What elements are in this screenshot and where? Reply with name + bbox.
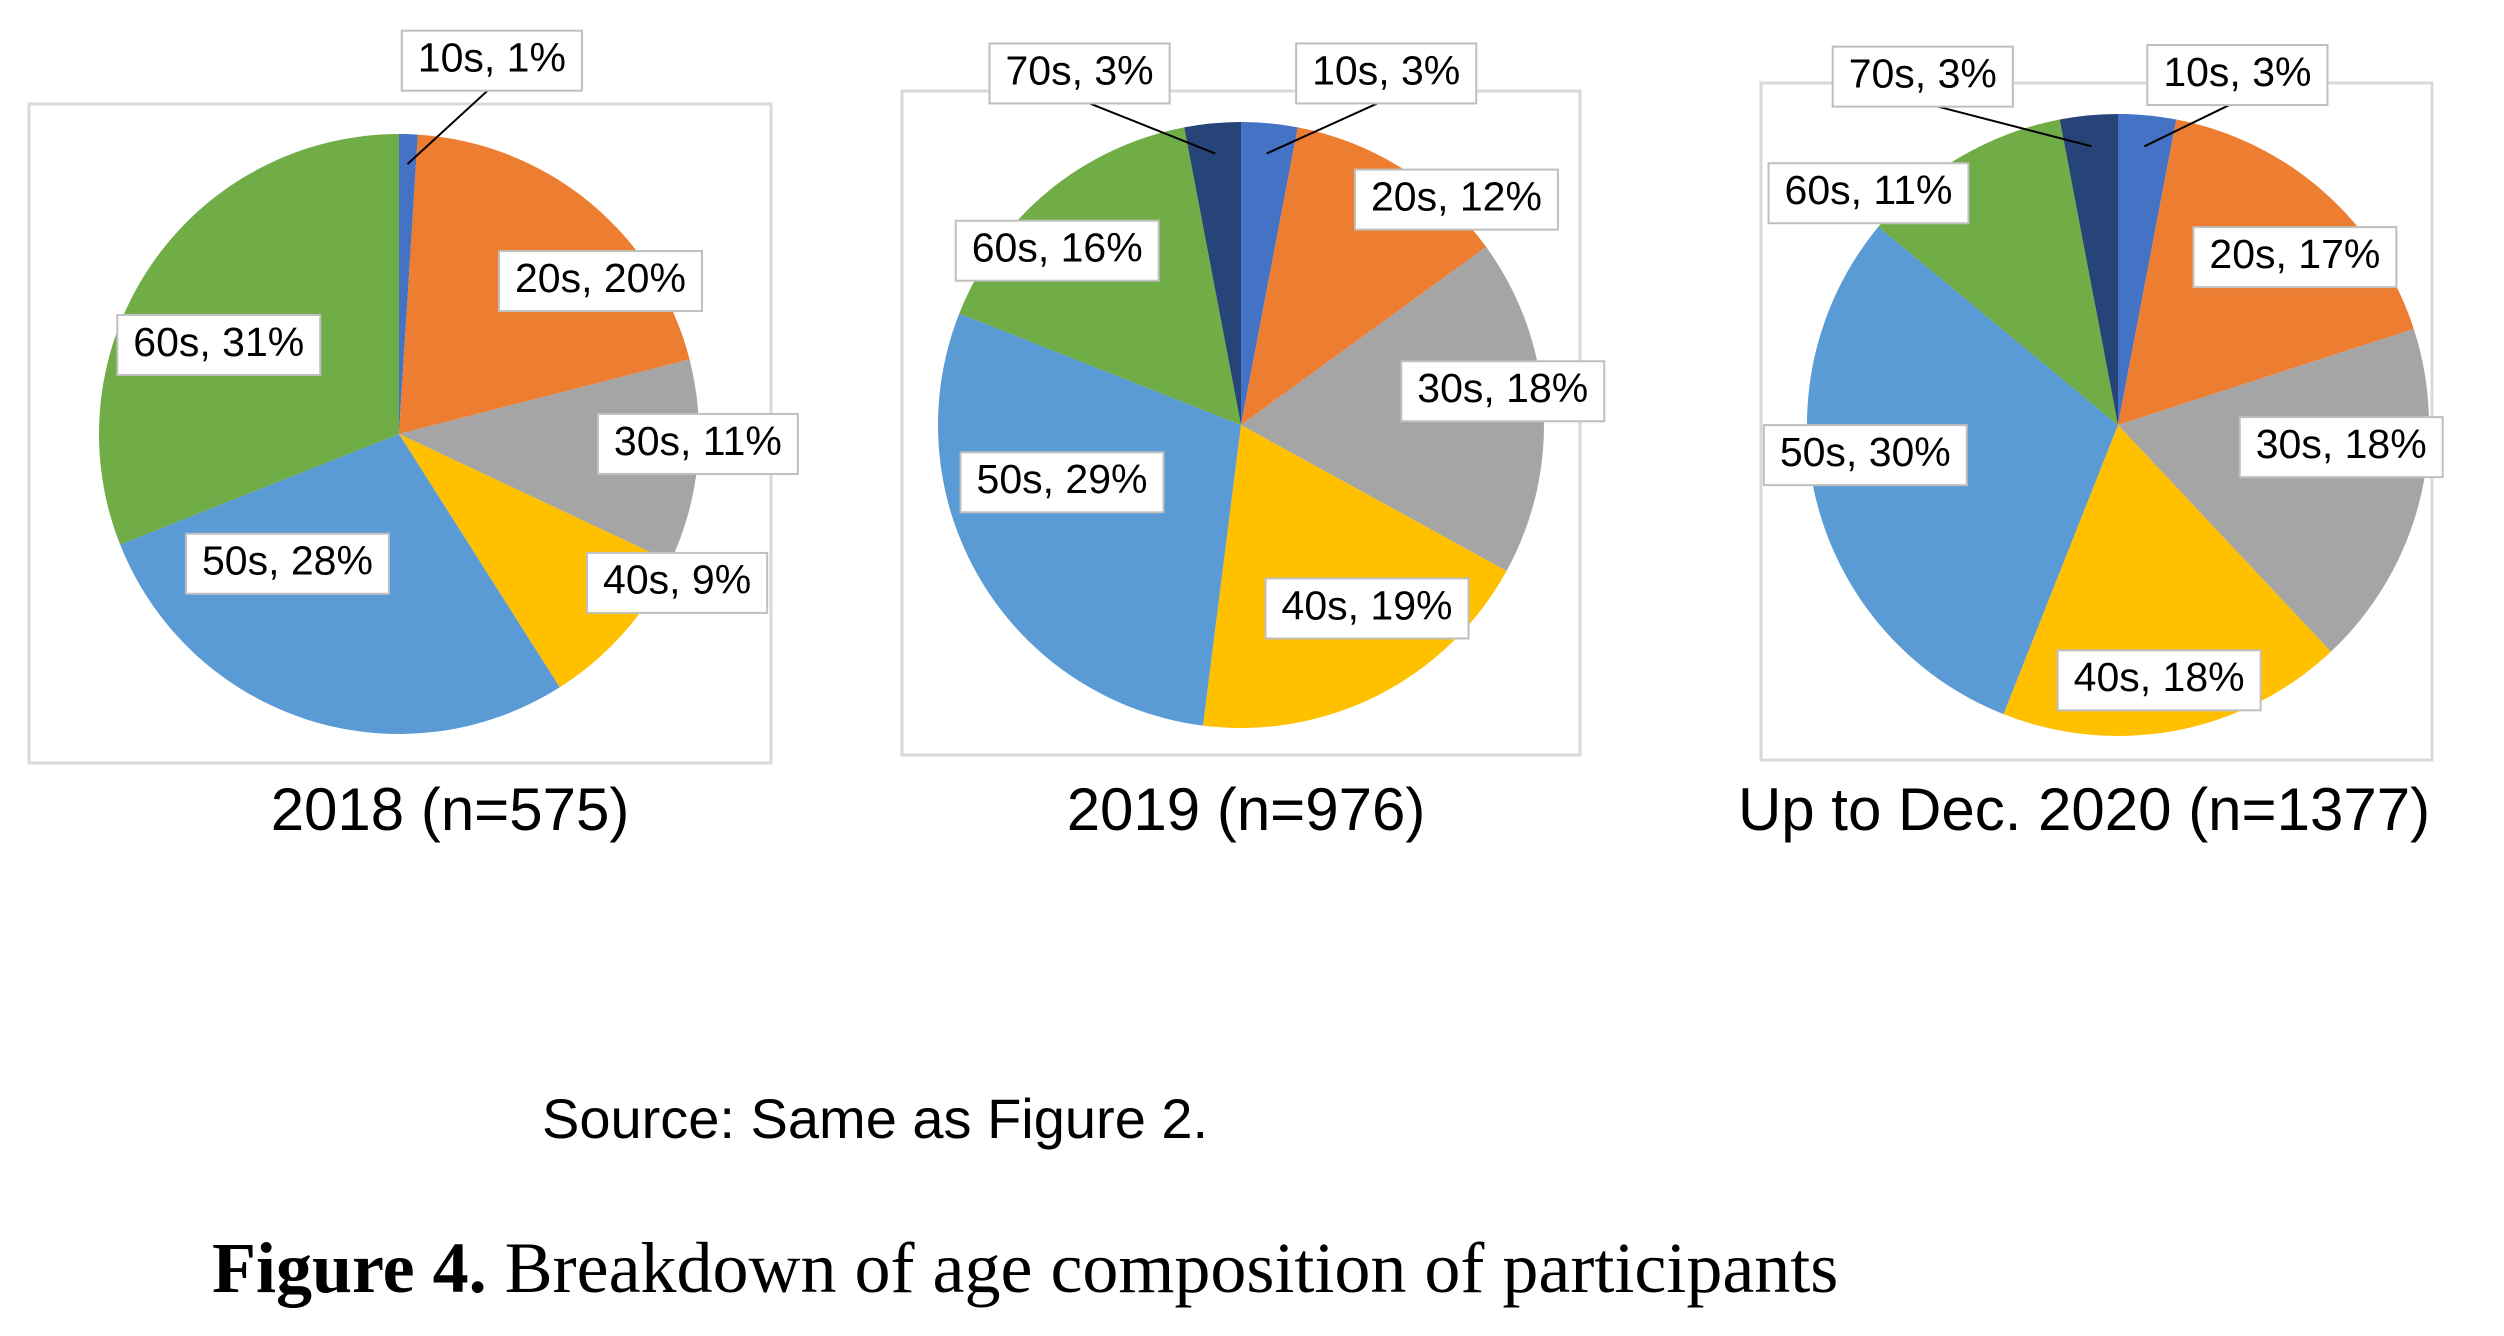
pie-slice (399, 359, 699, 562)
data-label-box (1400, 360, 1606, 423)
data-label: 60s, 16% (972, 225, 1143, 271)
data-label: 10s, 1% (418, 35, 566, 81)
data-label-box (959, 451, 1165, 514)
pie-slice (2118, 328, 2429, 652)
leader-line (1266, 98, 1387, 155)
data-label-box (596, 412, 799, 475)
data-label-box (1831, 45, 2014, 108)
pie-slice (399, 434, 671, 688)
data-label: 50s, 29% (977, 456, 1148, 502)
leader-line (1922, 101, 2092, 148)
data-label: 30s, 18% (2256, 421, 2427, 467)
caption-label: Figure 4. (212, 1228, 487, 1308)
data-label: 30s, 18% (1417, 365, 1588, 411)
data-label-box (2192, 226, 2398, 289)
data-label: 50s, 28% (202, 538, 373, 584)
data-label: 50s, 30% (1780, 429, 1951, 475)
data-label-box (2146, 44, 2329, 107)
data-label: 10s, 3% (2163, 49, 2311, 95)
leader-line (2143, 100, 2238, 148)
data-label: 20s, 20% (515, 255, 686, 301)
pie-slice (1184, 122, 1241, 425)
data-label: 30s, 11% (614, 418, 782, 464)
pie-slice (1241, 122, 1298, 425)
data-label-box (1295, 42, 1478, 105)
pie-slice (2118, 114, 2177, 425)
data-label: 10s, 3% (1312, 47, 1460, 93)
data-label: 40s, 19% (1282, 582, 1453, 628)
data-label-box (116, 313, 322, 376)
pie-slice (1203, 425, 1507, 728)
pie-slice (1241, 246, 1544, 571)
data-label: 70s, 3% (1849, 50, 1997, 96)
data-label: 20s, 12% (1371, 173, 1542, 219)
data-label-box (988, 42, 1171, 105)
chart-frame (900, 89, 1582, 757)
data-label-box (2056, 649, 2262, 712)
data-label: 40s, 9% (603, 557, 751, 603)
data-label: 60s, 11% (1785, 167, 1953, 213)
data-label-box (497, 250, 703, 313)
data-label-box (586, 551, 769, 614)
leader-line (406, 85, 493, 165)
data-label-box (1762, 424, 1968, 487)
figure-caption: Figure 4. Breakdown of age composition o… (212, 1228, 1838, 1308)
data-label-box (1767, 162, 1970, 225)
source-note: Source: Same as Figure 2. (542, 1087, 1208, 1150)
chart-title: 2019 (n=976) (1067, 776, 1426, 843)
caption-text: Breakdown of age composition of particip… (505, 1228, 1839, 1308)
data-label-box (2238, 416, 2444, 479)
data-label: 70s, 3% (1005, 47, 1153, 93)
data-label: 20s, 17% (2209, 231, 2380, 277)
data-label-box (1353, 168, 1559, 231)
data-label: 40s, 18% (2074, 654, 2245, 700)
data-label-box (954, 219, 1160, 282)
data-label-box (184, 532, 390, 595)
chart-title: 2018 (n=575) (271, 776, 630, 843)
data-label-box (400, 29, 583, 92)
data-label-box (1264, 577, 1470, 640)
pie-slice (2059, 114, 2118, 425)
data-label: 60s, 31% (133, 319, 304, 365)
pie-slice (937, 313, 1241, 726)
leader-line (1079, 98, 1216, 155)
pie-slice (399, 134, 418, 434)
chart-title: Up to Dec. 2020 (n=1377) (1738, 776, 2430, 843)
